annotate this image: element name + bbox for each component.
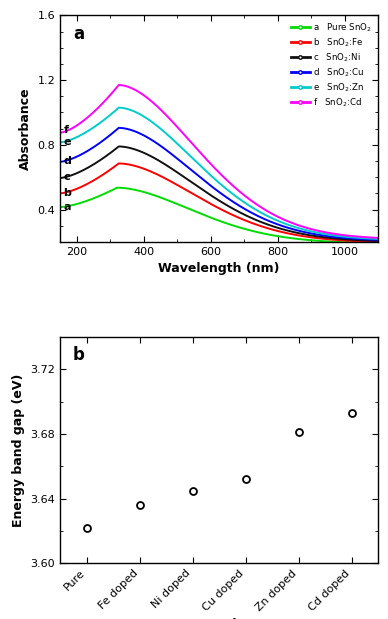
Legend: a   Pure SnO$_2$, b   SnO$_2$:Fe, c   SnO$_2$:Ni, d   SnO$_2$:Cu, e   SnO$_2$:Zn: a Pure SnO$_2$, b SnO$_2$:Fe, c SnO$_2$:… <box>289 20 374 110</box>
Y-axis label: Energy band gap (eV): Energy band gap (eV) <box>12 373 25 527</box>
Text: e: e <box>64 137 71 147</box>
X-axis label: Wavelength (nm): Wavelength (nm) <box>158 262 280 275</box>
Text: a: a <box>64 202 71 212</box>
Text: d: d <box>64 156 71 166</box>
Text: b: b <box>64 188 71 197</box>
Text: a: a <box>73 25 84 43</box>
Text: f: f <box>64 125 69 136</box>
Text: b: b <box>73 346 85 364</box>
Y-axis label: Absorbance: Absorbance <box>19 87 32 170</box>
Text: c: c <box>64 172 70 182</box>
